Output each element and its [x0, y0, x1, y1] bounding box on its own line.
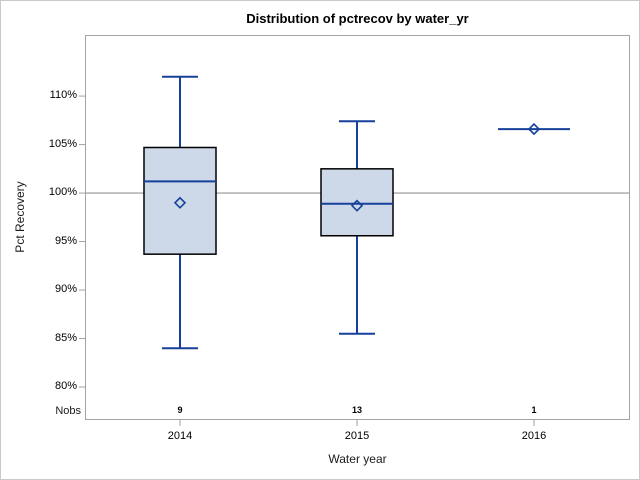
x-tick-label-2014: 2014 — [167, 430, 193, 442]
nobs-value-2014: 9 — [177, 405, 183, 415]
x-axis-label: Water year — [328, 452, 387, 466]
mean-diamond-icon-2016 — [527, 122, 541, 136]
y-tick-label-100%: 100% — [48, 186, 77, 199]
y-tick-label-90%: 90% — [54, 283, 77, 296]
box-2014 — [143, 146, 217, 255]
y-tick-label-105%: 105% — [48, 137, 77, 150]
y-tick-label-80%: 80% — [54, 380, 77, 393]
mean-diamond-icon-2014 — [173, 196, 187, 209]
y-tick-label-110%: 110% — [49, 89, 77, 102]
nobs-value-2016: 1 — [531, 405, 537, 415]
x-tick-label-2016: 2016 — [521, 430, 547, 442]
plot-frame — [85, 35, 630, 420]
y-tick-label-95%: 95% — [54, 234, 77, 247]
chart-title: Distribution of pctrecov by water_yr — [246, 11, 469, 26]
y-axis-label: Pct Recovery — [13, 181, 27, 253]
x-tick-label-2015: 2015 — [344, 430, 370, 442]
y-tick-label-85%: 85% — [54, 331, 77, 344]
box-2015 — [320, 168, 394, 237]
mean-diamond-icon-2015 — [350, 199, 364, 212]
nobs-value-2015: 13 — [351, 405, 362, 415]
nobs-row-label: Nobs — [55, 405, 81, 417]
